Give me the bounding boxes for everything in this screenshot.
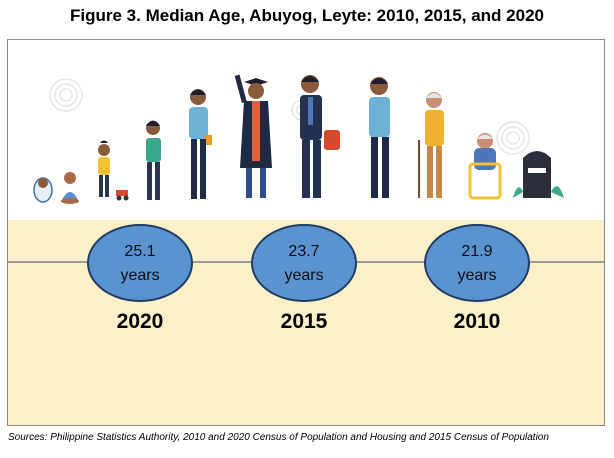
infographic-frame: 25.1 years 2020 23.7 years 2015 21.9 years 2010 bbox=[7, 39, 605, 426]
median-age-value-2015: 23.7 bbox=[288, 243, 320, 260]
teen-icon bbox=[189, 89, 212, 199]
year-label-2015: 2015 bbox=[280, 310, 328, 333]
median-age-value-2010: 21.9 bbox=[461, 243, 493, 260]
baby-icon bbox=[33, 177, 53, 203]
median-age-value-2020: 25.1 bbox=[124, 243, 156, 260]
median-age-bubble-2010: 21.9 years bbox=[424, 224, 530, 302]
median-age-unit-2015: years bbox=[284, 267, 324, 284]
median-age-unit-2020: years bbox=[120, 267, 160, 284]
elderly-icon bbox=[418, 92, 444, 198]
median-age-bubble-2020: 25.1 years bbox=[87, 224, 193, 302]
businessman-icon bbox=[300, 75, 340, 198]
infant-icon bbox=[61, 172, 79, 204]
adult-icon bbox=[369, 77, 390, 198]
year-label-2020: 2020 bbox=[116, 310, 164, 333]
year-label-2010: 2010 bbox=[453, 310, 501, 333]
child-icon bbox=[146, 120, 161, 200]
median-age-unit-2010: years bbox=[457, 267, 497, 284]
figure-title: Figure 3. Median Age, Abuyog, Leyte: 201… bbox=[70, 6, 544, 25]
life-stages-illustration bbox=[33, 74, 564, 204]
source-note: Sources: Philippine Statistics Authority… bbox=[8, 432, 549, 443]
toddler-icon bbox=[98, 140, 129, 201]
swirl-decoration bbox=[49, 78, 530, 155]
graduate-icon bbox=[234, 74, 272, 198]
tombstone-icon bbox=[513, 151, 564, 198]
wheelchair-elder-icon bbox=[468, 133, 502, 200]
median-age-bubble-2015: 23.7 years bbox=[251, 224, 357, 302]
